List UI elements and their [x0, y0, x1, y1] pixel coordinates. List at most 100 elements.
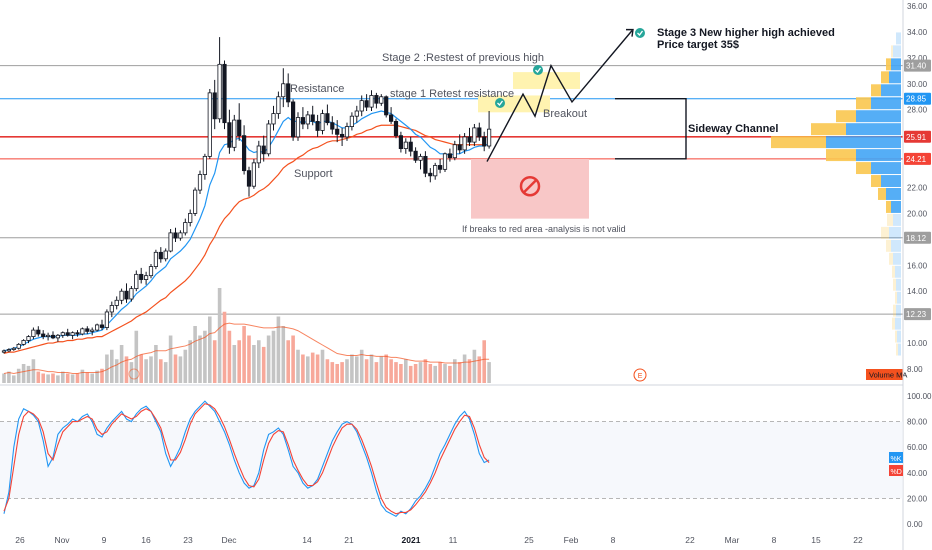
candle-body: [99, 324, 105, 328]
candle-body: [46, 334, 51, 337]
volume-bar: [237, 340, 241, 383]
candle-body: [143, 275, 149, 280]
volume-bar: [7, 371, 11, 383]
candle-body: [188, 213, 193, 223]
profile-row-up: [891, 200, 901, 213]
candle-body: [222, 63, 227, 124]
stoch-d-line: [3, 403, 490, 515]
candle-body: [41, 333, 46, 337]
volume-bar: [36, 371, 41, 383]
candle-body: [114, 299, 119, 306]
profile-row-down: [856, 162, 871, 175]
sideway-channel-bracket: [615, 97, 687, 160]
profile-row-up: [886, 188, 901, 200]
candle-body: [158, 251, 163, 260]
volume-bar: [413, 364, 418, 383]
profile-row-down: [886, 200, 891, 213]
candle-body: [384, 96, 389, 116]
profile-row-up: [856, 149, 901, 162]
profile-row-up: [871, 97, 901, 110]
volume-bar: [139, 354, 143, 383]
stage1-label: stage 1 Retest resistance: [390, 88, 514, 100]
stage2-check-icon-mark: [535, 67, 542, 73]
volume-profile: [771, 32, 901, 356]
profile-row-up: [896, 304, 901, 317]
volume-bar: [472, 349, 477, 383]
volume-ma-line: [3, 322, 490, 375]
volume-bar: [423, 359, 428, 383]
candle-body: [80, 328, 85, 335]
zones: [471, 28, 687, 219]
volume-bar: [438, 362, 442, 383]
candle-body: [290, 101, 296, 138]
candle-body: [246, 170, 252, 187]
candle-body: [183, 222, 188, 234]
candle-body: [286, 83, 291, 103]
candle-body: [462, 136, 467, 151]
resistance-label: Resistance: [290, 83, 344, 95]
candle-body: [173, 232, 178, 239]
candle-body: [104, 311, 109, 328]
projection-arrowhead: [626, 28, 634, 37]
candle-body: [354, 110, 359, 117]
candle-body: [60, 332, 65, 336]
profile-row-up: [898, 343, 901, 356]
price-tick-label: 32.00: [907, 54, 928, 63]
volume-bar: [178, 356, 183, 383]
profile-row-down: [881, 226, 889, 239]
volume-bar: [65, 373, 70, 383]
profile-row-down: [771, 136, 826, 149]
time-tick-label: 11: [449, 535, 458, 545]
candle-body: [398, 135, 404, 150]
stoch-d-badge: [889, 465, 903, 476]
volume-bar: [31, 359, 36, 383]
profile-row-down: [826, 149, 856, 162]
time-tick-label: 22: [853, 535, 863, 545]
profile-row-down: [886, 58, 891, 71]
volume-bar: [51, 373, 55, 383]
annotation-labels: Stage 3 New higher high achieved Price t…: [290, 27, 835, 234]
profile-row-up: [889, 226, 901, 239]
volume-bar: [315, 354, 320, 383]
candle-body: [276, 96, 281, 115]
time-tick-label: 15: [811, 535, 821, 545]
invalid-warning-label: If breaks to red area -analysis is not v…: [462, 224, 626, 234]
profile-row-up: [895, 317, 901, 330]
candle-body: [227, 122, 232, 148]
candle-body: [95, 324, 100, 331]
volume-bar: [453, 359, 457, 383]
volume-bar: [261, 346, 266, 383]
price-tick-label: 36.00: [907, 2, 928, 11]
candle-body: [330, 122, 335, 130]
profile-row-down: [891, 45, 893, 58]
stage2-high-badge: [904, 59, 931, 72]
candle-body: [271, 113, 276, 125]
projection-line: [486, 30, 633, 162]
dividend-icon: [128, 368, 140, 380]
volume-bar: [364, 359, 369, 383]
stoch-tick-label: 20.00: [907, 494, 928, 503]
volume-bar: [114, 359, 119, 383]
volume-bar: [183, 349, 188, 383]
volume-bar: [306, 356, 310, 383]
time-tick-label: Nov: [54, 535, 70, 545]
stage3-check-icon-mark: [637, 30, 644, 36]
volume-bar: [105, 354, 109, 383]
candle-body: [90, 329, 95, 332]
profile-row-up: [881, 84, 901, 97]
profile-row-up: [889, 71, 901, 84]
candle-body: [325, 113, 330, 124]
candle-body: [85, 328, 90, 332]
candle-body: [369, 95, 374, 108]
volume-bar: [46, 374, 50, 383]
candle-body: [251, 162, 256, 187]
volume-bar: [203, 330, 207, 383]
candle-body: [452, 144, 457, 159]
stage1-highlight: [478, 95, 550, 113]
volume-bar: [408, 365, 413, 383]
volume-bar: [379, 356, 384, 383]
candle-body: [26, 336, 31, 341]
volume-bar: [340, 362, 344, 383]
invalid-red-zone: [471, 158, 589, 219]
time-tick-label: 2021: [402, 535, 421, 545]
